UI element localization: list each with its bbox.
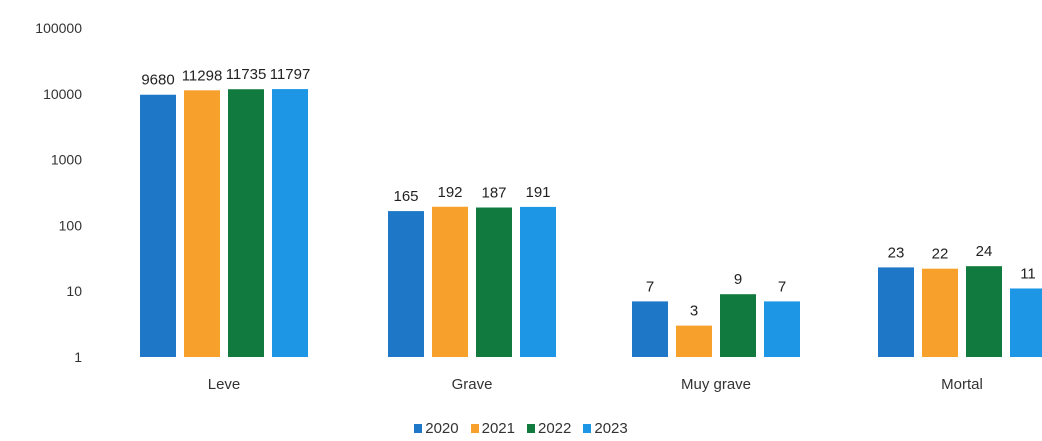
bar-2021-muy-grave <box>676 325 712 357</box>
bar-2022-muy-grave <box>720 294 756 357</box>
data-label: 11 <box>1020 265 1036 282</box>
data-label: 23 <box>888 244 905 261</box>
legend-label: 2022 <box>538 420 572 437</box>
y-tick-label: 1 <box>74 349 82 365</box>
bar-2021-grave <box>432 206 468 357</box>
data-label: 9680 <box>141 72 174 89</box>
bar-2020-grave <box>388 211 424 357</box>
legend-swatch <box>527 424 535 433</box>
category-label: Muy grave <box>681 376 751 393</box>
bar-2021-mortal <box>922 268 958 357</box>
category-label: Grave <box>452 376 493 393</box>
y-tick-label: 100 <box>59 217 83 233</box>
bar-2023-grave <box>520 206 556 357</box>
data-label: 11797 <box>270 66 311 83</box>
legend-item-2021: 2021 <box>470 420 515 437</box>
y-axis: 1 10 100 1000 10000 100000 <box>35 20 82 365</box>
bar-2021-leve <box>184 90 220 357</box>
category-labels: Leve Grave Muy grave Mortal <box>208 376 983 393</box>
y-tick-label: 100000 <box>35 20 82 36</box>
legend-label: 2020 <box>425 420 459 437</box>
data-label: 11298 <box>182 67 223 84</box>
category-label: Leve <box>208 376 241 393</box>
bar-2020-leve <box>140 94 176 357</box>
bars <box>140 89 1042 358</box>
data-label: 22 <box>932 246 949 263</box>
data-label: 187 <box>481 185 506 202</box>
y-tick-label: 10000 <box>43 86 82 102</box>
legend-swatch <box>583 424 592 433</box>
data-label: 7 <box>646 278 654 295</box>
bar-2022-leve <box>228 89 264 357</box>
bar-2022-mortal <box>966 266 1002 357</box>
legend-swatch <box>414 424 423 433</box>
legend-item-2022: 2022 <box>527 420 571 437</box>
category-label: Mortal <box>941 376 983 393</box>
bar-2020-muy-grave <box>632 301 668 357</box>
data-label: 3 <box>690 303 698 320</box>
bar-2023-muy-grave <box>764 301 800 357</box>
legend-item-2023: 2023 <box>583 420 628 437</box>
y-tick-label: 1000 <box>51 152 82 168</box>
bar-2023-mortal <box>1010 288 1042 357</box>
data-label: 191 <box>525 184 550 201</box>
legend-item-2020: 2020 <box>414 420 459 437</box>
data-label: 11735 <box>226 66 267 83</box>
bar-2020-mortal <box>878 267 914 357</box>
bar-2023-leve <box>272 89 308 358</box>
bar-2022-grave <box>476 207 512 357</box>
data-label: 24 <box>976 243 993 260</box>
legend-label: 2023 <box>594 420 628 437</box>
data-label: 7 <box>778 278 786 295</box>
legend-label: 2021 <box>481 420 515 437</box>
data-labels: 9680 11298 11735 11797 165 192 187 191 7 3 9 7 23 22 2… <box>141 66 1035 320</box>
data-label: 9 <box>734 271 742 288</box>
data-label: 165 <box>393 188 418 205</box>
data-label: 192 <box>437 184 462 201</box>
y-tick-label: 10 <box>66 283 82 299</box>
legend: 2020 2021 2022 2023 <box>0 420 1042 437</box>
legend-swatch <box>470 424 479 433</box>
